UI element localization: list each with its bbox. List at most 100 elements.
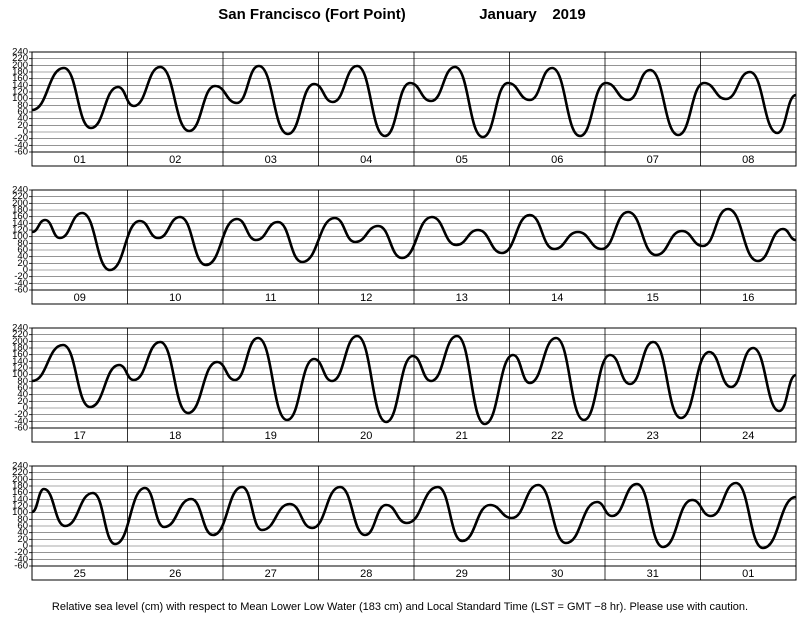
y-tick-label: 160 bbox=[12, 73, 28, 84]
panel-frame bbox=[31, 189, 797, 305]
day-label: 07 bbox=[647, 154, 659, 166]
y-tick-label: 160 bbox=[12, 349, 28, 360]
day-label: 19 bbox=[265, 430, 277, 442]
y-tick-label: 120 bbox=[12, 225, 28, 236]
y-tick-label: 20 bbox=[17, 258, 28, 269]
y-tick-label: -20 bbox=[14, 409, 28, 420]
day-label: 25 bbox=[74, 568, 86, 580]
y-tick-label: -40 bbox=[14, 416, 28, 427]
day-label: 18 bbox=[169, 430, 181, 442]
day-label: 17 bbox=[74, 430, 86, 442]
y-tick-label: 220 bbox=[12, 467, 28, 478]
y-tick-label: 40 bbox=[17, 527, 28, 538]
y-tick-label: 120 bbox=[12, 363, 28, 374]
y-tick-label: -60 bbox=[14, 561, 28, 572]
y-tick-label: 100 bbox=[12, 93, 28, 104]
y-tick-label: 200 bbox=[12, 198, 28, 209]
y-tick-label: 220 bbox=[12, 329, 28, 340]
day-label: 24 bbox=[742, 430, 754, 442]
day-label: 13 bbox=[456, 292, 468, 304]
y-tick-label: 120 bbox=[12, 501, 28, 512]
day-label: 03 bbox=[265, 154, 277, 166]
y-tick-label: 40 bbox=[17, 389, 28, 400]
y-tick-label: -40 bbox=[14, 278, 28, 289]
day-label: 01 bbox=[742, 568, 754, 580]
y-tick-label: 140 bbox=[12, 356, 28, 367]
day-label: 30 bbox=[551, 568, 563, 580]
day-label: 22 bbox=[551, 430, 563, 442]
day-label: 20 bbox=[360, 430, 372, 442]
y-tick-label: 220 bbox=[12, 53, 28, 64]
day-label: 12 bbox=[360, 292, 372, 304]
y-tick-label: 100 bbox=[12, 369, 28, 380]
y-tick-label: 20 bbox=[17, 396, 28, 407]
day-label: 16 bbox=[742, 292, 754, 304]
y-tick-label: -20 bbox=[14, 133, 28, 144]
y-tick-label: 0 bbox=[23, 127, 28, 138]
y-tick-label: 140 bbox=[12, 80, 28, 91]
y-tick-label: 120 bbox=[12, 87, 28, 98]
y-tick-label: 0 bbox=[23, 403, 28, 414]
day-label: 08 bbox=[742, 154, 754, 166]
chart-title: San Francisco (Fort Point) bbox=[218, 6, 406, 23]
tide-curve bbox=[31, 207, 797, 272]
y-tick-label: 100 bbox=[12, 507, 28, 518]
day-label: 10 bbox=[169, 292, 181, 304]
y-tick-label: 180 bbox=[12, 67, 28, 78]
y-tick-label: 60 bbox=[17, 383, 28, 394]
y-tick-label: 180 bbox=[12, 481, 28, 492]
y-tick-label: 160 bbox=[12, 211, 28, 222]
panel-frame bbox=[31, 465, 797, 581]
y-tick-label: 100 bbox=[12, 231, 28, 242]
day-label: 23 bbox=[647, 430, 659, 442]
y-tick-label: 240 bbox=[12, 185, 28, 196]
day-label: 27 bbox=[265, 568, 277, 580]
day-label: 15 bbox=[647, 292, 659, 304]
y-tick-label: 220 bbox=[12, 191, 28, 202]
y-tick-label: 0 bbox=[23, 265, 28, 276]
y-tick-label: 40 bbox=[17, 113, 28, 124]
month: January bbox=[479, 6, 537, 23]
y-tick-label: 140 bbox=[12, 218, 28, 229]
caption: Relative sea level (cm) with respect to … bbox=[52, 601, 748, 613]
y-tick-label: -60 bbox=[14, 147, 28, 158]
tide-curve bbox=[31, 481, 797, 550]
tide-curve bbox=[31, 64, 797, 139]
y-tick-label: 60 bbox=[17, 245, 28, 256]
y-tick-label: 80 bbox=[17, 514, 28, 525]
y-tick-label: 240 bbox=[12, 323, 28, 334]
y-tick-label: 180 bbox=[12, 205, 28, 216]
day-label: 06 bbox=[551, 154, 563, 166]
y-tick-label: 80 bbox=[17, 100, 28, 111]
y-tick-label: -60 bbox=[14, 285, 28, 296]
y-tick-label: 180 bbox=[12, 343, 28, 354]
y-tick-label: -40 bbox=[14, 140, 28, 151]
day-label: 01 bbox=[74, 154, 86, 166]
y-tick-label: 200 bbox=[12, 474, 28, 485]
year: 2019 bbox=[552, 6, 585, 23]
day-label: 02 bbox=[169, 154, 181, 166]
day-label: 05 bbox=[456, 154, 468, 166]
day-label: 04 bbox=[360, 154, 372, 166]
day-label: 29 bbox=[456, 568, 468, 580]
y-tick-label: 60 bbox=[17, 521, 28, 532]
day-label: 11 bbox=[265, 292, 276, 304]
day-label: 09 bbox=[74, 292, 86, 304]
y-tick-label: 0 bbox=[23, 541, 28, 552]
y-tick-label: 240 bbox=[12, 47, 28, 58]
panel-frame bbox=[31, 327, 797, 443]
y-tick-label: -40 bbox=[14, 554, 28, 565]
day-label: 14 bbox=[551, 292, 563, 304]
y-tick-label: 160 bbox=[12, 487, 28, 498]
y-tick-label: 40 bbox=[17, 251, 28, 262]
y-tick-label: -20 bbox=[14, 547, 28, 558]
y-tick-label: 20 bbox=[17, 120, 28, 131]
y-tick-label: 200 bbox=[12, 60, 28, 71]
y-tick-label: -20 bbox=[14, 271, 28, 282]
y-tick-label: 140 bbox=[12, 494, 28, 505]
day-label: 26 bbox=[169, 568, 181, 580]
y-tick-label: -60 bbox=[14, 423, 28, 434]
day-label: 21 bbox=[456, 430, 468, 442]
day-label: 28 bbox=[360, 568, 372, 580]
